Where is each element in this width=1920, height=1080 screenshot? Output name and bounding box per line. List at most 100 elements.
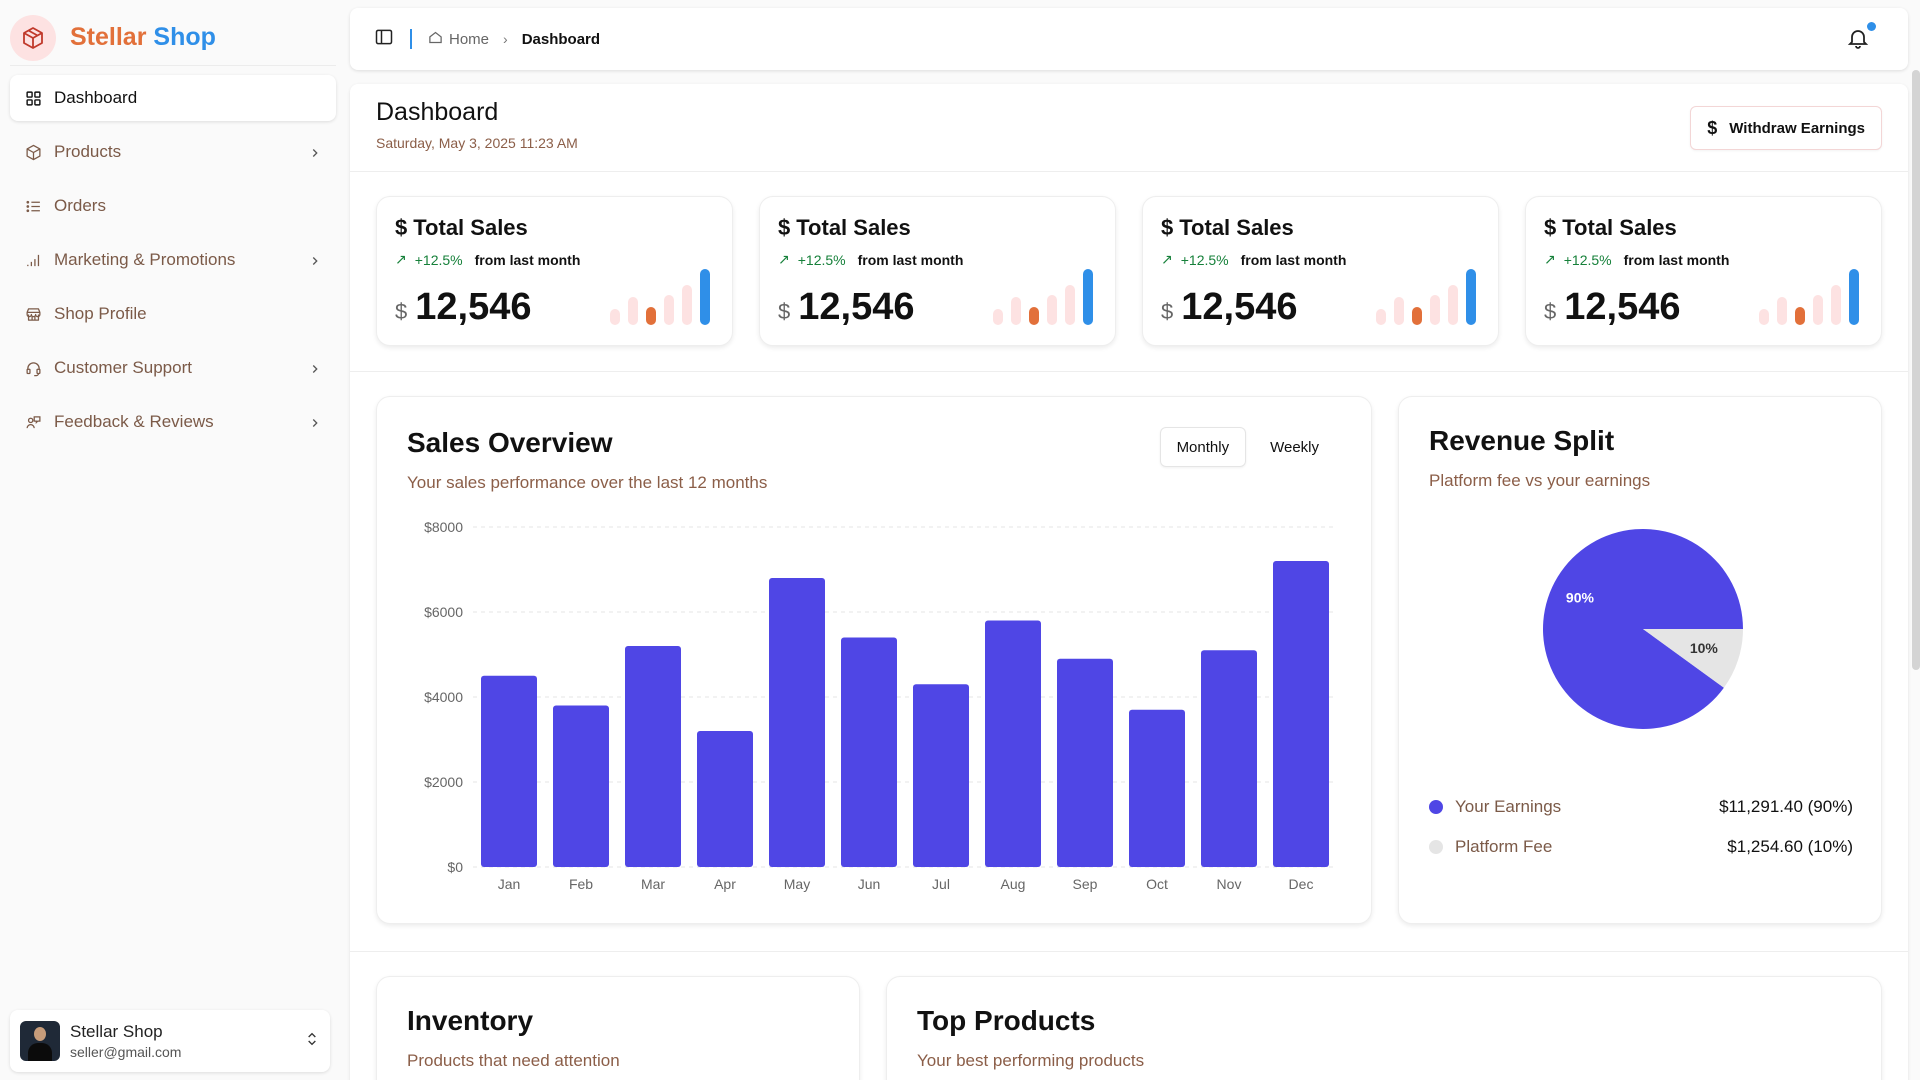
home-icon	[428, 30, 443, 49]
trend-up-icon: ↗	[395, 251, 407, 267]
sidebar-item-label: Feedback & Reviews	[54, 412, 214, 431]
withdraw-earnings-button[interactable]: $ Withdraw Earnings	[1690, 106, 1882, 150]
tab-weekly[interactable]: Weekly	[1270, 438, 1319, 456]
bar-nov[interactable]	[1201, 650, 1257, 867]
sidebar-item-shop-profile[interactable]: Shop Profile	[10, 291, 336, 337]
notification-bell-icon[interactable]	[1846, 22, 1876, 52]
sidebar-item-dashboard[interactable]: Dashboard	[10, 75, 336, 121]
bar-sep[interactable]	[1057, 658, 1113, 867]
x-tick-label: May	[784, 876, 810, 892]
x-tick-label: Oct	[1146, 876, 1168, 892]
sidebar-item-label: Products	[54, 142, 122, 161]
x-tick-label: Jun	[858, 876, 881, 892]
sidebar-item-customer-support[interactable]: Customer Support	[10, 345, 336, 391]
revenue-legend: Your Earnings $11,291.40 (90%) Platform …	[1429, 787, 1853, 867]
dollar-icon: $	[395, 215, 408, 240]
pie-slice-platform-fee[interactable]	[1643, 629, 1743, 688]
stat-currency: $	[395, 299, 408, 324]
brand-name: Stellar Shop	[70, 23, 216, 52]
bar-mar[interactable]	[625, 646, 681, 867]
package-icon	[24, 143, 42, 161]
period-tabs: Monthly Weekly	[1159, 427, 1335, 467]
brand[interactable]: Stellar Shop	[10, 0, 336, 66]
legend-item: Platform Fee $1,254.60 (10%)	[1429, 827, 1853, 867]
stat-title: Total Sales	[413, 215, 528, 240]
inventory-title: Inventory	[407, 1005, 534, 1036]
x-tick-label: Jul	[932, 876, 950, 892]
page-date: Saturday, May 3, 2025 11:23 AM	[376, 135, 578, 151]
stat-delta-text: from last month	[1240, 251, 1347, 268]
bar-jul[interactable]	[913, 684, 969, 867]
brand-name-part2: Shop	[153, 23, 216, 51]
stat-currency: $	[778, 299, 791, 324]
breadcrumb-chevron-icon: ›	[503, 31, 508, 47]
bar-oct[interactable]	[1129, 709, 1185, 867]
stat-delta-text: from last month	[857, 251, 964, 268]
breadcrumb-home[interactable]: Home	[449, 30, 490, 48]
user-info: Stellar Shop seller@gmail.com	[70, 1022, 304, 1060]
user-menu[interactable]: Stellar Shop seller@gmail.com	[10, 1010, 330, 1072]
bar-jun[interactable]	[841, 637, 897, 868]
stat-currency: $	[1544, 299, 1557, 324]
feedback-icon	[24, 413, 42, 431]
revenue-split-subtitle: Platform fee vs your earnings	[1429, 471, 1651, 490]
x-tick-label: Mar	[641, 876, 665, 892]
revenue-split-card: Revenue Split Platform fee vs your earni…	[1398, 396, 1882, 924]
sidebar-item-products[interactable]: Products	[10, 129, 336, 175]
bottom-row: Inventory Products that need attention T…	[350, 952, 1908, 1080]
main-panel: Dashboard Saturday, May 3, 2025 11:23 AM…	[350, 84, 1908, 1080]
sidebar-item-label: Marketing & Promotions	[54, 250, 236, 269]
stat-delta-text: from last month	[474, 251, 581, 268]
x-tick-label: Dec	[1289, 876, 1314, 892]
stat-delta: +12.5%	[1180, 251, 1229, 268]
x-tick-label: Aug	[1001, 876, 1026, 892]
breadcrumb: Home	[428, 30, 489, 49]
y-tick-label: $6000	[424, 604, 463, 620]
top-products-subtitle: Your best performing products	[917, 1051, 1145, 1070]
sidebar-toggle-icon[interactable]	[374, 27, 394, 52]
chevron-right-icon	[308, 145, 322, 159]
sidebar-item-feedback[interactable]: Feedback & Reviews	[10, 399, 336, 445]
stat-value: 12,546	[415, 286, 532, 328]
sales-overview-card: Sales Overview Your sales performance ov…	[376, 396, 1372, 924]
pie-label: 10%	[1690, 640, 1719, 656]
inventory-card: Inventory Products that need attention	[376, 976, 860, 1080]
stat-value: 12,546	[798, 286, 915, 328]
sidebar: Stellar Shop Dashboard Products Orders M…	[0, 0, 346, 1080]
headset-icon	[24, 359, 42, 377]
top-products-title: Top Products	[917, 1005, 1096, 1036]
legend-item: Your Earnings $11,291.40 (90%)	[1429, 787, 1853, 827]
topbar: Home › Dashboard	[350, 8, 1908, 70]
legend-label: Platform Fee	[1455, 837, 1553, 856]
stat-card: $ Total Sales ↗ +12.5% from last month $12,…	[759, 196, 1116, 346]
page-header: Dashboard Saturday, May 3, 2025 11:23 AM…	[350, 84, 1908, 172]
mini-bar-chart	[1376, 269, 1476, 325]
stat-title: Total Sales	[1562, 215, 1677, 240]
dollar-icon: $	[778, 215, 791, 240]
user-email: seller@gmail.com	[70, 1044, 182, 1060]
legend-dot	[1429, 800, 1443, 814]
revenue-split-title: Revenue Split	[1429, 425, 1615, 456]
stat-delta: +12.5%	[1563, 251, 1612, 268]
brand-name-part1: Stellar	[70, 23, 147, 51]
mini-bar-chart	[993, 269, 1093, 325]
bar-may[interactable]	[769, 578, 825, 867]
legend-value: $1,254.60 (10%)	[1727, 837, 1853, 856]
y-tick-label: $8000	[424, 519, 463, 535]
bar-aug[interactable]	[985, 620, 1041, 868]
sidebar-item-marketing[interactable]: Marketing & Promotions	[10, 237, 336, 283]
dollar-icon: $	[1161, 215, 1174, 240]
bar-feb[interactable]	[553, 705, 609, 868]
sidebar-item-orders[interactable]: Orders	[10, 183, 336, 229]
bar-apr[interactable]	[697, 731, 753, 867]
stat-delta-text: from last month	[1623, 251, 1730, 268]
bar-dec[interactable]	[1273, 561, 1329, 867]
sales-overview-title: Sales Overview	[407, 427, 613, 458]
bar-jan[interactable]	[481, 675, 537, 867]
page-scrollbar[interactable]	[1912, 70, 1920, 670]
stat-value: 12,546	[1181, 286, 1298, 328]
signal-icon	[24, 251, 42, 269]
stat-title: Total Sales	[796, 215, 911, 240]
x-tick-label: Jan	[498, 876, 521, 892]
tab-monthly[interactable]: Monthly	[1159, 427, 1247, 467]
